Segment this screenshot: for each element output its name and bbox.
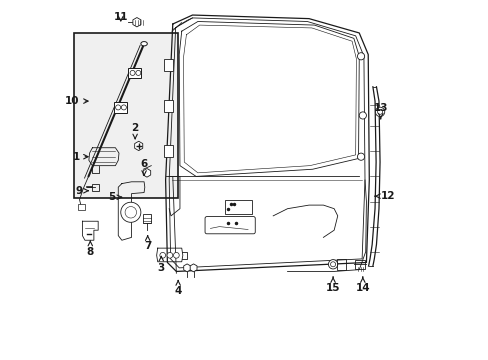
Text: 14: 14	[355, 277, 369, 293]
Bar	[224, 200, 251, 214]
Bar	[114, 102, 126, 113]
Text: 7: 7	[143, 235, 151, 251]
Bar	[336, 259, 346, 270]
Circle shape	[375, 107, 384, 117]
Circle shape	[136, 71, 141, 76]
Text: 1: 1	[72, 152, 88, 162]
Text: 10: 10	[65, 96, 88, 106]
Text: 11: 11	[113, 12, 128, 22]
Bar	[354, 260, 364, 269]
Circle shape	[377, 109, 382, 114]
Text: 2: 2	[131, 123, 139, 139]
Bar	[164, 59, 173, 71]
Circle shape	[121, 202, 141, 222]
Text: 8: 8	[86, 241, 94, 257]
Text: 15: 15	[325, 277, 340, 293]
Text: 9: 9	[75, 186, 88, 196]
Text: 5: 5	[108, 192, 122, 202]
Circle shape	[357, 53, 364, 60]
Bar	[143, 214, 150, 223]
Circle shape	[173, 252, 179, 258]
Circle shape	[130, 71, 135, 76]
Circle shape	[121, 105, 126, 110]
Text: 3: 3	[157, 257, 164, 273]
Bar	[92, 184, 99, 191]
Text: 13: 13	[373, 103, 387, 119]
Circle shape	[115, 105, 121, 110]
Ellipse shape	[141, 41, 147, 46]
Circle shape	[330, 262, 335, 267]
Text: 6: 6	[140, 159, 147, 175]
Bar	[128, 68, 141, 78]
Bar	[74, 33, 178, 198]
Circle shape	[167, 252, 172, 258]
Circle shape	[357, 153, 364, 160]
Circle shape	[328, 260, 337, 269]
Circle shape	[359, 112, 366, 119]
Bar	[164, 100, 173, 112]
Text: 12: 12	[374, 191, 394, 201]
Bar	[78, 204, 85, 211]
Circle shape	[160, 252, 165, 258]
Text: 4: 4	[174, 280, 182, 296]
Bar	[164, 145, 173, 157]
